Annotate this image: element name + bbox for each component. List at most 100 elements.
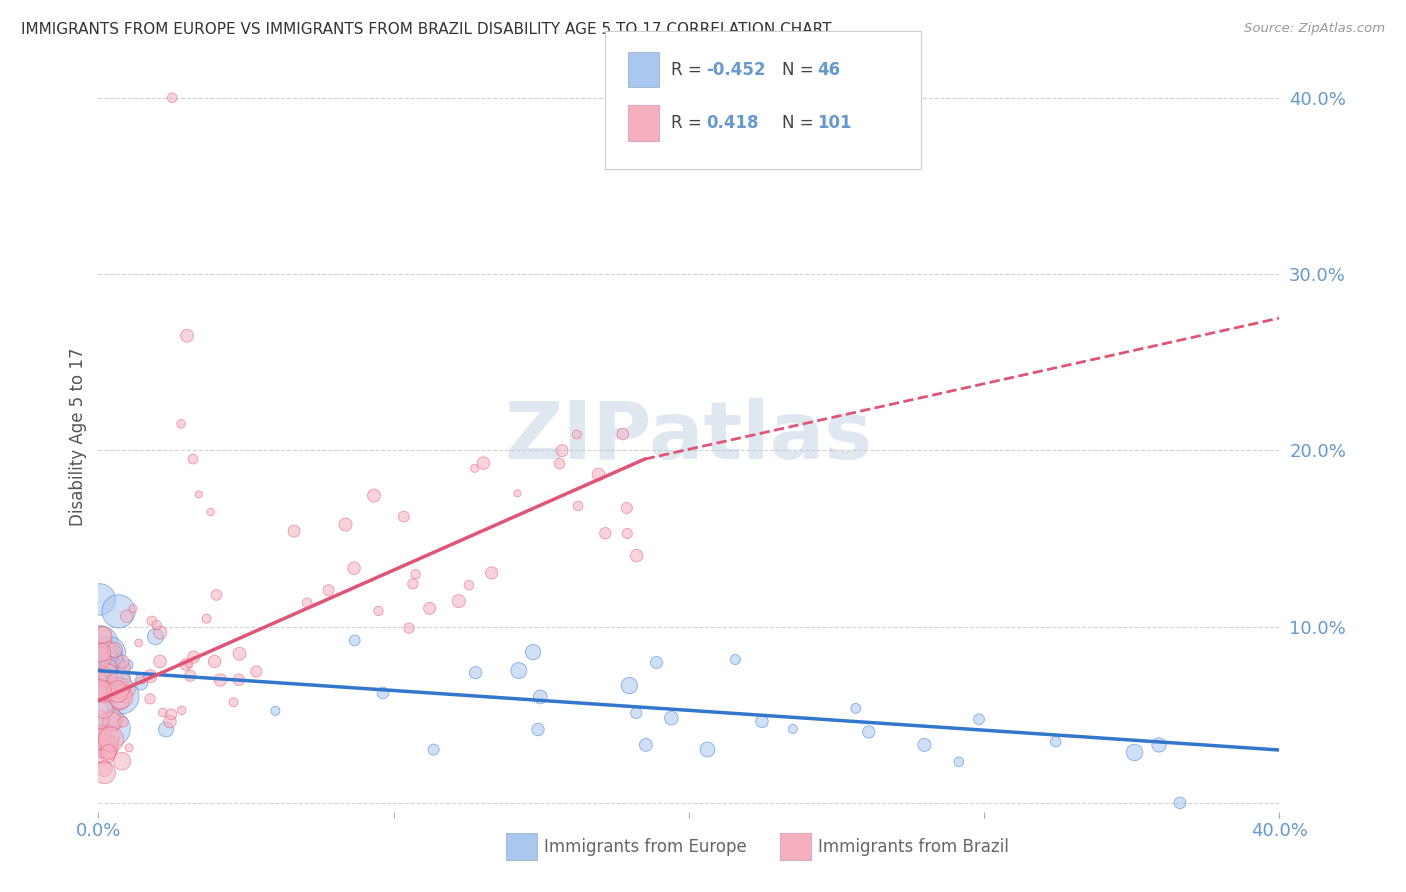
Point (89, 632, 111, 646)
Point (645, 656, 668, 670)
Point (100, 732, 122, 747)
Point (96, 661, 118, 675)
Point (118, 740, 141, 755)
Point (174, 657, 197, 672)
Point (183, 650, 205, 665)
Text: Source: ZipAtlas.com: Source: ZipAtlas.com (1244, 22, 1385, 36)
Point (100, 652, 122, 666)
Point (858, 725, 880, 739)
Point (845, 701, 868, 715)
Point (107, 683, 129, 698)
Point (122, 601, 145, 615)
Point (205, 588, 228, 602)
Point (108, 678, 131, 692)
Point (93, 762, 115, 776)
Point (659, 711, 682, 725)
Point (228, 647, 250, 661)
Point (398, 621, 420, 635)
Point (506, 486, 529, 500)
Point (170, 417, 193, 431)
Point (616, 526, 638, 541)
Point (626, 549, 648, 563)
Point (110, 690, 132, 704)
Point (97, 745, 120, 759)
Point (782, 722, 804, 736)
Point (751, 714, 773, 729)
Point (458, 578, 481, 592)
Point (100, 681, 122, 695)
Text: 0.418: 0.418 (706, 114, 758, 132)
Point (87, 686, 110, 700)
Point (264, 704, 287, 718)
Point (104, 643, 127, 657)
Point (228, 673, 250, 687)
Point (472, 456, 495, 470)
Point (93, 668, 115, 682)
Point (152, 706, 174, 720)
Point (1168, 796, 1191, 810)
Point (114, 671, 136, 685)
Point (363, 489, 385, 503)
Point (110, 689, 132, 703)
Point (101, 713, 124, 727)
Point (101, 722, 124, 736)
Point (107, 684, 129, 698)
Point (89, 740, 111, 755)
Text: N =: N = (782, 114, 818, 132)
Point (89, 592, 111, 607)
Point (508, 664, 530, 678)
Point (588, 467, 610, 482)
Point (422, 742, 444, 756)
Point (101, 714, 124, 729)
Point (402, 577, 425, 591)
Point (111, 754, 134, 768)
Point (89, 650, 111, 665)
Point (94, 739, 117, 754)
Point (567, 499, 589, 513)
Point (419, 601, 441, 615)
Point (209, 673, 232, 687)
Point (179, 669, 201, 683)
Point (159, 714, 181, 729)
Point (912, 738, 935, 752)
Point (529, 690, 551, 704)
Point (343, 633, 366, 648)
Point (464, 665, 486, 680)
Point (87, 732, 110, 747)
Point (128, 636, 150, 650)
Point (335, 517, 357, 532)
Text: N =: N = (782, 61, 818, 78)
Point (222, 695, 245, 709)
Text: -0.452: -0.452 (706, 61, 765, 78)
Text: ZIPatlas: ZIPatlas (505, 398, 873, 476)
Point (160, 707, 183, 722)
Point (90, 683, 112, 698)
Point (595, 526, 617, 541)
Point (87, 731, 110, 745)
Point (295, 596, 318, 610)
Point (447, 594, 470, 608)
Point (371, 686, 394, 700)
Point (948, 755, 970, 769)
Point (170, 703, 193, 717)
Point (367, 604, 389, 618)
Point (392, 509, 415, 524)
Point (481, 566, 503, 580)
Point (107, 604, 129, 618)
Point (94, 685, 117, 699)
Point (179, 657, 201, 672)
Point (155, 723, 177, 737)
Point (551, 443, 574, 458)
Point (318, 583, 340, 598)
Point (200, 505, 222, 519)
Point (90, 645, 112, 659)
Point (89, 732, 111, 747)
Point (1147, 738, 1170, 752)
Point (108, 693, 131, 707)
Point (93, 686, 115, 700)
Point (97, 660, 120, 674)
Point (187, 487, 209, 501)
Point (93, 765, 115, 780)
Point (149, 654, 172, 668)
Point (111, 655, 134, 669)
